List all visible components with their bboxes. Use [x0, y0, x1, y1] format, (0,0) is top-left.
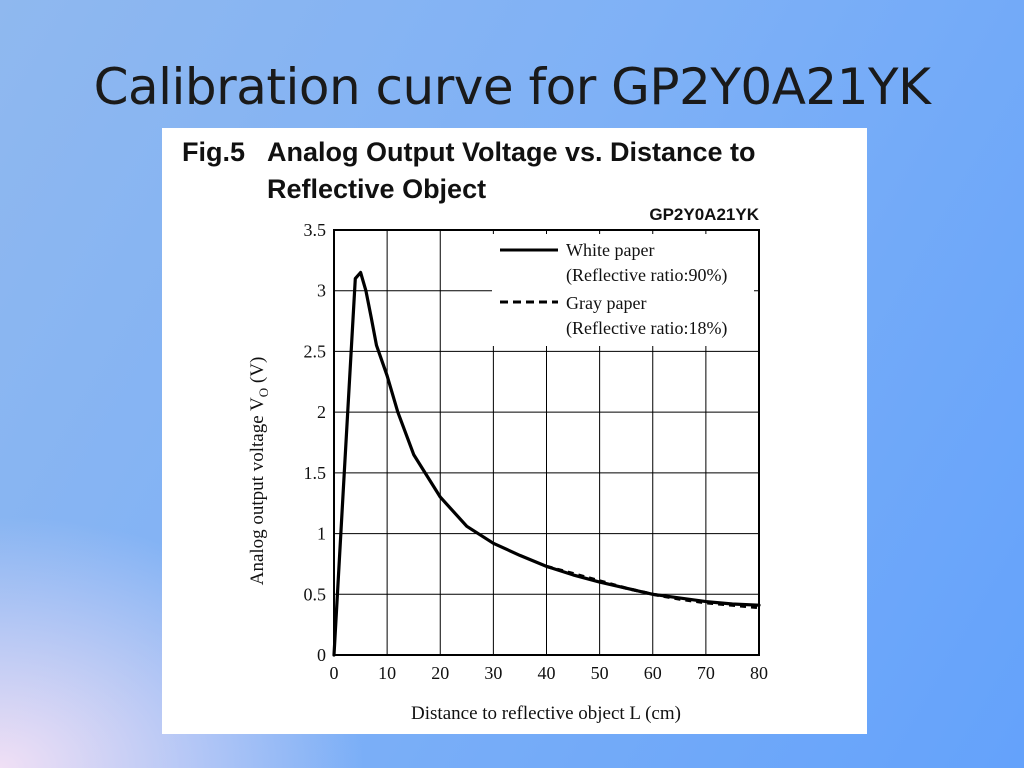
legend-label-gray-paper: Gray paper: [566, 293, 646, 313]
figure-title: Fig.5 Analog Output Voltage vs. Distance …: [182, 134, 756, 208]
figure-number: Fig.5: [182, 137, 246, 167]
x-tick-label: 10: [378, 663, 396, 683]
y-axis-label-unit: (V): [247, 357, 268, 388]
x-tick-label: 40: [538, 663, 556, 683]
x-tick-label: 50: [591, 663, 609, 683]
y-axis-label-subscript: O: [256, 388, 271, 397]
x-tick-label: 60: [644, 663, 662, 683]
figure-title-line1: Analog Output Voltage vs. Distance to: [267, 137, 756, 167]
y-axis-label-main: Analog output voltage V: [247, 397, 268, 585]
y-tick-label: 3: [317, 281, 326, 301]
legend-label-white-paper: White paper: [566, 240, 654, 260]
x-tick-label: 80: [750, 663, 768, 683]
tick-labels: 0 10 20 30 40 50 60 70 80 0 0.5 1 1.5 2 2.5 3 3.5: [304, 220, 769, 683]
series-lines: [332, 270, 761, 657]
slide-title: Calibration curve for GP2Y0A21YK: [93, 58, 931, 116]
y-tick-label: 1.5: [304, 463, 327, 483]
y-axis-label: Analog output voltage VO (V): [247, 357, 271, 586]
legend-note-gray-paper: (Reflective ratio:18%): [566, 318, 727, 339]
series-line-gray-paper: [546, 564, 760, 610]
x-tick-label: 20: [431, 663, 449, 683]
legend-background: [492, 234, 754, 346]
y-tick-label: 2: [317, 402, 326, 422]
y-tick-label: 2.5: [304, 341, 327, 361]
x-tick-label: 0: [330, 663, 339, 683]
plot-frame: [333, 229, 760, 656]
x-tick-label: 70: [697, 663, 715, 683]
y-tick-label: 3.5: [304, 220, 327, 240]
model-label: GP2Y0A21YK: [649, 205, 759, 224]
figure-panel: Fig.5 Analog Output Voltage vs. Distance …: [162, 128, 867, 734]
figure-title-line2: Reflective Object: [267, 174, 487, 204]
y-tick-label: 1: [317, 524, 326, 544]
y-tick-label: 0: [317, 645, 326, 665]
legend-note-white-paper: (Reflective ratio:90%): [566, 265, 727, 286]
series-line-white-paper: [332, 270, 761, 657]
x-tick-label: 30: [484, 663, 502, 683]
calibration-chart: 0 10 20 30 40 50 60 70 80 0 0.5 1 1.5 2 2.5 3 3.5 White …: [247, 220, 769, 724]
y-tick-label: 0.5: [304, 584, 327, 604]
x-axis-label: Distance to reflective object L (cm): [411, 703, 681, 724]
legend: White paper (Reflective ratio:90%) Gray …: [492, 234, 754, 346]
